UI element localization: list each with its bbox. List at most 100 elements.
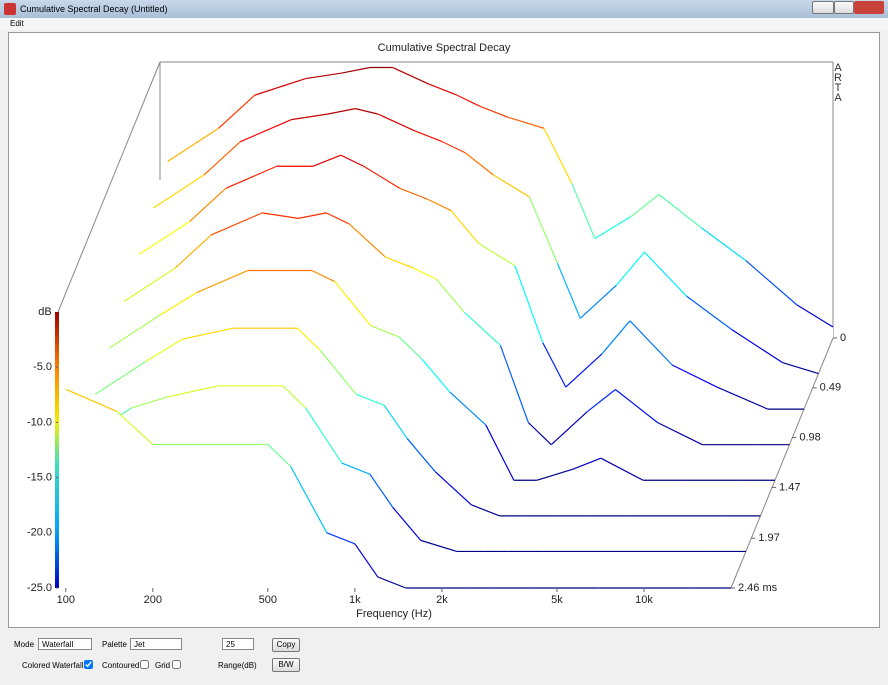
y-tick-label: -20.0 bbox=[27, 527, 52, 539]
slice-segment bbox=[492, 174, 530, 198]
palette-select[interactable]: Jet bbox=[130, 638, 182, 650]
slice-segment bbox=[109, 314, 161, 349]
slice-segment bbox=[240, 119, 292, 143]
slice-segment bbox=[341, 462, 371, 475]
slice-segment bbox=[571, 183, 596, 239]
slice-segment bbox=[355, 108, 379, 115]
close-button[interactable] bbox=[854, 1, 884, 14]
maximize-button[interactable] bbox=[834, 1, 854, 14]
slice-segment bbox=[305, 407, 343, 464]
x-tick-label: 500 bbox=[259, 594, 277, 606]
slice-segment bbox=[499, 345, 529, 423]
slice-segment bbox=[189, 187, 227, 222]
slice-segment bbox=[428, 83, 458, 96]
slice-segment bbox=[427, 198, 451, 211]
slice-segment bbox=[565, 353, 603, 388]
x-tick-label: 2k bbox=[436, 594, 448, 606]
controls: Mode Waterfall Palette Jet 25 Copy Color… bbox=[0, 630, 888, 685]
slice-segment bbox=[399, 187, 429, 200]
z-tick-label: 2.46 ms bbox=[738, 582, 778, 594]
slice-segment bbox=[686, 295, 732, 330]
label: Range(dB) bbox=[218, 661, 257, 670]
slice-segment bbox=[536, 468, 574, 481]
colored-checkbox[interactable] bbox=[84, 660, 93, 669]
label: Colored Waterfall bbox=[22, 661, 84, 670]
x-tick-label: 5k bbox=[551, 594, 563, 606]
grid-checkbox[interactable] bbox=[172, 660, 181, 669]
frame-line bbox=[57, 61, 161, 313]
z-tick-label: 1.47 bbox=[779, 481, 800, 493]
slice-segment bbox=[354, 543, 379, 578]
slice-segment bbox=[398, 336, 423, 360]
contoured-checkbox[interactable] bbox=[140, 660, 149, 669]
slice-segment bbox=[319, 349, 357, 395]
slice-segment bbox=[174, 234, 212, 269]
y-tick-label: -25.0 bbox=[27, 582, 52, 594]
mode-select[interactable]: Waterfall bbox=[38, 638, 92, 650]
z-tick-label: 1.97 bbox=[758, 532, 779, 544]
slice-segment bbox=[327, 108, 356, 115]
slice-segment bbox=[211, 212, 263, 236]
slice-segment bbox=[420, 539, 458, 552]
slice-segment bbox=[377, 113, 415, 132]
slice-segment bbox=[167, 127, 220, 162]
color-bar bbox=[55, 312, 59, 588]
slice-segment bbox=[340, 154, 364, 167]
slice-segment bbox=[282, 385, 307, 409]
slice-segment bbox=[290, 466, 328, 534]
slice-segment bbox=[254, 77, 306, 96]
plot bbox=[65, 66, 834, 589]
minimize-button[interactable] bbox=[812, 1, 834, 14]
y-tick-label: -10.0 bbox=[27, 416, 52, 428]
slice-segment bbox=[383, 405, 408, 439]
slice-mask bbox=[65, 389, 731, 588]
chart: Cumulative Spectral Decay dB Frequency (… bbox=[27, 42, 846, 620]
range-input[interactable]: 25 bbox=[222, 638, 254, 650]
slice-segment bbox=[312, 154, 342, 167]
slice-segment bbox=[600, 457, 644, 481]
menu-bar: Edit bbox=[0, 18, 888, 30]
slice-segment bbox=[745, 260, 798, 306]
slice-segment bbox=[456, 94, 481, 107]
slice-segment bbox=[377, 576, 406, 589]
slice-segment bbox=[341, 66, 370, 74]
slice-segment bbox=[434, 471, 472, 506]
slice-segment bbox=[514, 265, 544, 344]
slice-segment bbox=[700, 227, 747, 262]
slice-segment bbox=[527, 422, 552, 446]
slice-segment bbox=[615, 251, 645, 286]
slice-segment bbox=[123, 267, 176, 302]
x-tick-label: 100 bbox=[57, 594, 75, 606]
slice-segment bbox=[196, 269, 248, 294]
title-bar: Cumulative Spectral Decay (Untitled) bbox=[0, 0, 888, 18]
slice-segment bbox=[550, 411, 588, 446]
slice-segment bbox=[615, 389, 659, 424]
slice-segment bbox=[449, 391, 487, 426]
watermark: ARTA bbox=[832, 62, 844, 102]
slice-segment bbox=[356, 393, 385, 407]
slice-segment bbox=[406, 438, 436, 473]
slice-segment bbox=[296, 327, 321, 351]
slice-segment bbox=[182, 327, 234, 340]
z-tick-label: 0.98 bbox=[799, 431, 820, 443]
y-tick-label: -5.0 bbox=[33, 361, 52, 373]
copy-button[interactable]: Copy bbox=[272, 638, 300, 652]
slice-segment bbox=[138, 220, 190, 256]
slice-segment bbox=[671, 364, 718, 388]
slice-segment bbox=[94, 360, 147, 395]
slice-segment bbox=[203, 141, 241, 176]
z-tick-label: 0 bbox=[840, 332, 846, 344]
slice-segment bbox=[463, 311, 501, 346]
bw-button[interactable]: B/W bbox=[272, 658, 300, 672]
slice-segment bbox=[435, 278, 465, 313]
slice-segment bbox=[587, 389, 616, 413]
x-axis-label: Frequency (Hz) bbox=[356, 608, 432, 620]
y-axis-label: dB bbox=[38, 306, 51, 318]
frame bbox=[57, 61, 834, 589]
menu-item[interactable]: Edit bbox=[10, 19, 24, 28]
slice-segment bbox=[65, 388, 117, 412]
x-tick-label: 200 bbox=[144, 594, 162, 606]
slice-segment bbox=[630, 194, 660, 218]
slice-segment bbox=[716, 386, 769, 410]
slice-segment bbox=[507, 116, 545, 129]
